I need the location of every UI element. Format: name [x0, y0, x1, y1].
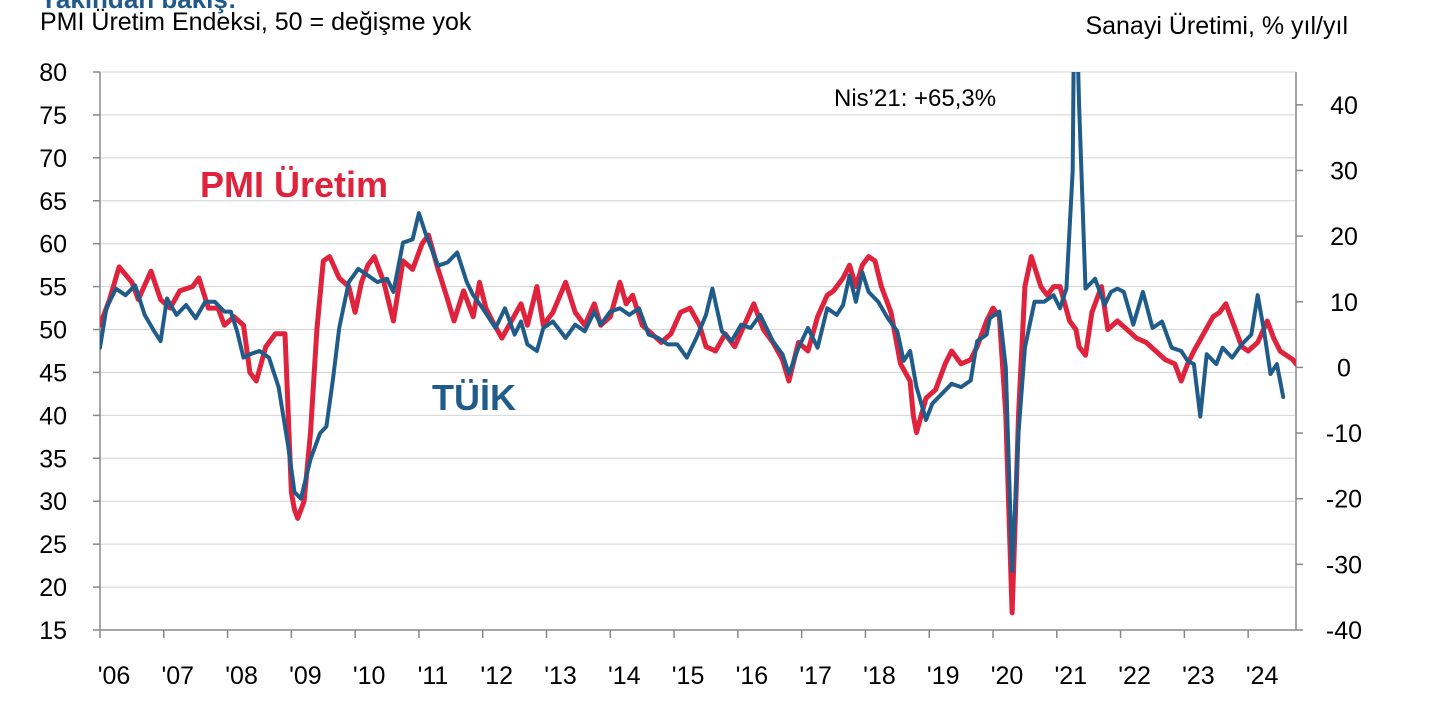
peak-annotation: Nis’21: +65,3%	[834, 85, 996, 112]
left-tick-label: 35	[39, 445, 67, 473]
x-tick-label: '14	[608, 662, 641, 690]
x-tick-label: '13	[544, 662, 577, 690]
right-tick-label: 40	[1330, 92, 1358, 120]
right-tick-label: 30	[1330, 157, 1358, 185]
x-tick-label: '20	[991, 662, 1024, 690]
x-tick-label: '06	[98, 662, 131, 690]
left-tick-label: 55	[39, 274, 67, 302]
chart-title-fragment: Yakından bakış:	[40, 0, 237, 12]
right-tick-label: -10	[1326, 420, 1362, 448]
left-axis-title: PMI Üretim Endeksi, 50 = değişme yok	[40, 8, 472, 36]
x-tick-label: '19	[927, 662, 960, 690]
x-tick-label: '18	[863, 662, 896, 690]
series-label-pmi: PMI Üretim	[200, 164, 388, 205]
left-tick-label: 40	[39, 402, 67, 430]
right-tick-label: 20	[1330, 223, 1358, 251]
axes	[99, 72, 1297, 631]
x-tick-label: '22	[1118, 662, 1151, 690]
left-tick-label: 45	[39, 359, 67, 387]
x-axis-ticks: '06 '07 '08 '09 '10 '11 '12 '13 '14 '15 '16 '17 '18 '…	[98, 630, 1279, 690]
x-tick-label: '08	[225, 662, 258, 690]
series-line-pmi	[100, 232, 1296, 616]
left-tick-label: 50	[39, 317, 67, 345]
x-tick-label: '10	[353, 662, 386, 690]
series-layer	[100, 72, 1296, 616]
left-y-axis-ticks: 80 75 70 65 60 55 50 45 40 35 30 25 20 15	[39, 59, 100, 645]
x-tick-label: '15	[672, 662, 705, 690]
right-tick-label: -40	[1326, 617, 1362, 645]
right-y-axis-ticks: 40 30 20 10 0 -10 -20 -30 -40	[1296, 92, 1362, 645]
x-tick-label: '07	[161, 662, 194, 690]
left-tick-label: 65	[39, 188, 67, 216]
x-tick-label: '16	[736, 662, 769, 690]
x-tick-label: '09	[289, 662, 322, 690]
left-tick-label: 25	[39, 531, 67, 559]
left-tick-label: 20	[39, 574, 67, 602]
x-tick-label: '12	[480, 662, 513, 690]
right-axis-title: Sanayi Üretimi, % yıl/yıl	[1085, 12, 1348, 40]
right-tick-label: 0	[1337, 354, 1351, 382]
right-tick-label: -30	[1326, 551, 1362, 579]
left-tick-label: 75	[39, 102, 67, 130]
x-tick-label: '23	[1182, 662, 1215, 690]
left-tick-label: 30	[39, 488, 67, 516]
right-tick-label: 10	[1330, 289, 1358, 317]
left-tick-label: 80	[39, 59, 67, 87]
series-line-tuik	[100, 72, 1286, 573]
left-tick-label: 15	[39, 617, 67, 645]
right-tick-label: -20	[1326, 486, 1362, 514]
grid-lines	[100, 71, 1296, 631]
x-tick-label: '11	[418, 662, 449, 690]
left-tick-label: 60	[39, 231, 67, 259]
x-tick-label: '24	[1246, 662, 1279, 690]
x-tick-label: '21	[1055, 662, 1088, 690]
series-label-tuik: TÜİK	[432, 377, 516, 418]
x-tick-label: '17	[799, 662, 832, 690]
left-tick-label: 70	[39, 145, 67, 173]
